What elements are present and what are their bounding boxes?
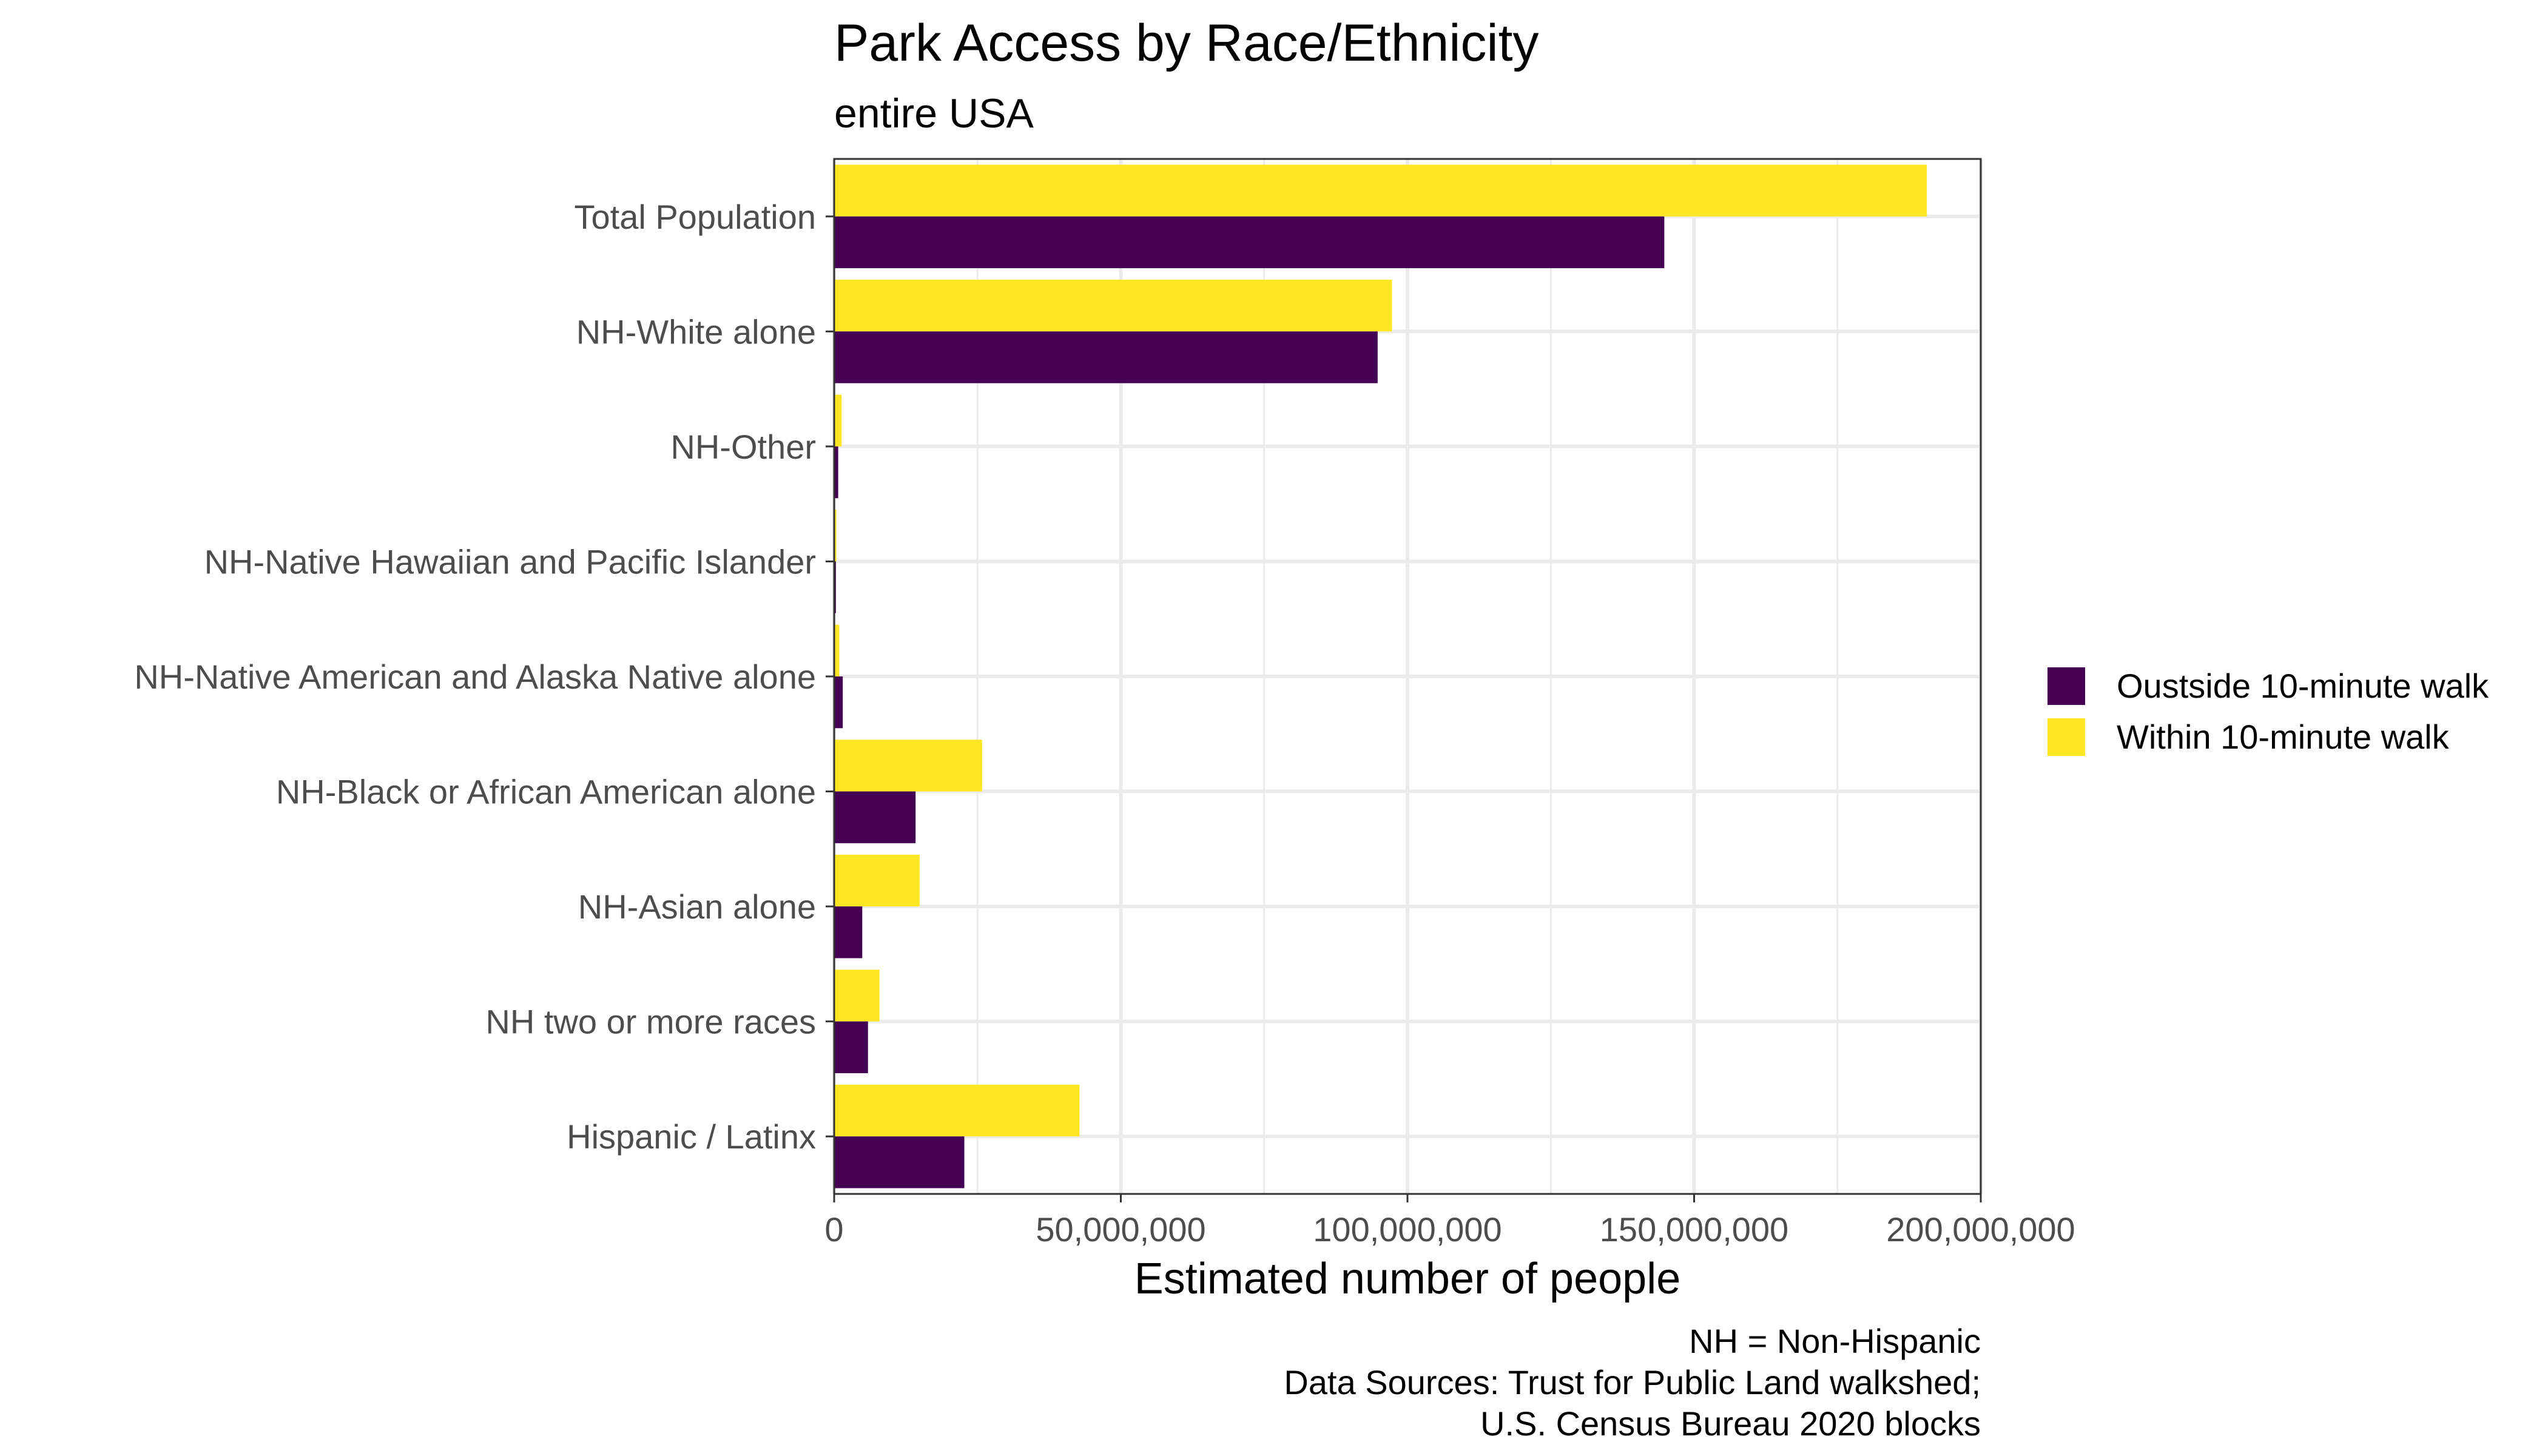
x-tick-label: 0 <box>824 1210 843 1249</box>
caption-line: U.S. Census Bureau 2020 blocks <box>1480 1404 1981 1443</box>
panel-border <box>833 158 1982 1195</box>
bar-within <box>834 510 837 562</box>
bar-outside <box>834 676 843 729</box>
bar-outside <box>834 1021 868 1073</box>
x-axis: 0 50,000,000 100,000,000 150,000,000 200,000… <box>824 1194 2075 1249</box>
legend-label: Oustside 10-minute walk <box>2117 667 2489 705</box>
bar-outside <box>834 331 1378 383</box>
caption-line: Data Sources: Trust for Public Land walk… <box>1284 1363 1981 1401</box>
bar-outside <box>834 791 916 843</box>
x-tick-label: 150,000,000 <box>1600 1210 1788 1249</box>
bar-outside <box>834 1136 965 1188</box>
bar-within <box>834 394 842 447</box>
bar-outside <box>834 216 1665 269</box>
chart-subtitle: entire USA <box>834 90 1034 136</box>
bar-within <box>834 854 920 907</box>
bar-outside <box>834 446 838 499</box>
chart-title: Park Access by Race/Ethnicity <box>834 14 1539 72</box>
legend-label: Within 10-minute walk <box>2117 718 2450 756</box>
bar-within <box>834 1084 1080 1137</box>
caption-line: NH = Non-Hispanic <box>1689 1322 1981 1360</box>
bar-within <box>834 280 1392 332</box>
category-label: NH-Black or African American alone <box>276 773 816 811</box>
legend-swatch <box>2048 667 2085 705</box>
category-label: NH-Native Hawaiian and Pacific Islander <box>204 542 816 581</box>
bars <box>834 164 1927 1188</box>
x-tick-label: 100,000,000 <box>1313 1210 1502 1249</box>
legend: Oustside 10-minute walk Within 10-minute … <box>2048 667 2489 756</box>
x-axis-title: Estimated number of people <box>1134 1255 1681 1303</box>
x-tick-label: 200,000,000 <box>1886 1210 2075 1249</box>
x-tick-label: 50,000,000 <box>1036 1210 1205 1249</box>
category-label: NH-White alone <box>576 312 816 351</box>
legend-swatch <box>2048 718 2085 756</box>
category-label: NH-Asian alone <box>578 888 816 926</box>
bar-within <box>834 624 840 676</box>
bar-within <box>834 164 1927 217</box>
category-label: Total Population <box>574 198 816 236</box>
bar-within <box>834 740 982 792</box>
category-label: NH-Native American and Alaska Native alo… <box>134 658 816 696</box>
category-label: Hispanic / Latinx <box>567 1117 816 1156</box>
bar-outside <box>834 906 863 959</box>
category-label: NH-Other <box>670 428 816 466</box>
category-label: NH two or more races <box>485 1003 816 1041</box>
y-axis: Total Population NH-White alone NH-Other NH… <box>134 198 834 1156</box>
bar-within <box>834 969 880 1022</box>
